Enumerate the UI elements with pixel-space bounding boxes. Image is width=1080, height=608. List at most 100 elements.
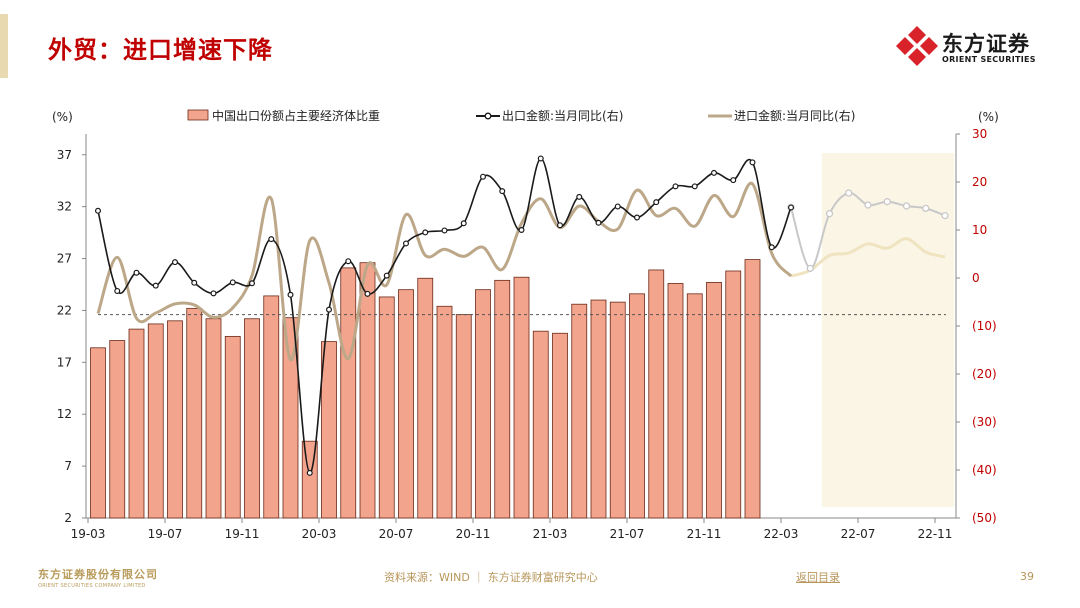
source-note: 资料来源：WIND ｜ 东方证券财富研究中心 <box>384 571 598 584</box>
x-tick-label: 20-03 <box>302 527 337 541</box>
export-point <box>749 159 756 166</box>
bar <box>321 341 337 519</box>
bar <box>340 267 357 519</box>
export-point <box>172 259 179 266</box>
forecast-export-point <box>902 202 911 210</box>
export-point <box>518 227 525 234</box>
bar <box>686 293 703 519</box>
bar <box>359 262 376 519</box>
x-tick-label: 22-03 <box>764 527 799 541</box>
export-point <box>691 183 698 190</box>
bar <box>282 317 299 519</box>
right-tick-label: (50) <box>972 511 997 525</box>
left-tick-label: 27 <box>57 252 72 266</box>
title-accent-bar <box>0 14 8 78</box>
export-point <box>383 272 390 279</box>
forecast-export-point <box>825 210 834 218</box>
forecast-export-point <box>845 189 853 197</box>
footer-company: 东方证券股份有限公司 ORIENT SECURITIES COMPANY LIM… <box>38 566 158 589</box>
bar <box>648 269 665 519</box>
forecast-import-line <box>790 237 946 278</box>
bar <box>398 289 414 519</box>
footer-company-en: ORIENT SECURITIES COMPANY LIMITED <box>38 583 146 589</box>
export-point <box>499 188 506 195</box>
plot-area: 271217222732373020100(10)(20)(30)(40)(50… <box>57 127 997 541</box>
forecast-shade <box>822 153 954 507</box>
page-number: 39 <box>1020 570 1034 583</box>
export-point <box>326 306 333 313</box>
bar <box>532 330 549 519</box>
x-tick-label: 19-03 <box>71 527 106 541</box>
right-tick-label: (30) <box>972 415 997 429</box>
export-point <box>576 193 583 200</box>
left-tick-label: 22 <box>57 303 72 317</box>
export-point <box>306 469 313 476</box>
x-tick-label: 19-11 <box>225 527 260 541</box>
export-point <box>191 279 198 286</box>
legend-swatch-bar <box>187 109 209 121</box>
bar <box>417 277 434 519</box>
legend-marker-export <box>484 112 492 120</box>
export-point <box>710 169 717 176</box>
export-point <box>480 173 487 180</box>
forecast-export-point <box>806 264 814 273</box>
export-point <box>653 199 660 206</box>
export-point <box>422 229 429 236</box>
right-tick-label: 20 <box>972 175 987 189</box>
bar <box>263 295 280 519</box>
export-point <box>768 244 775 251</box>
bar <box>109 340 126 519</box>
page-title: 外贸：进口增速下降 <box>48 35 273 64</box>
export-point <box>249 280 256 287</box>
bar <box>629 293 645 519</box>
export-point <box>460 220 467 227</box>
footer-company-cn: 东方证券股份有限公司 <box>38 568 158 581</box>
export-point <box>229 279 236 286</box>
bar <box>744 259 761 519</box>
bar <box>147 323 164 519</box>
x-tick-label: 21-03 <box>533 527 568 541</box>
logo-text-en: ORIENT SECURITIES <box>942 55 1036 64</box>
export-point <box>537 155 544 162</box>
bar <box>571 303 588 519</box>
export-point <box>152 282 159 289</box>
forecast-export-point <box>883 198 891 206</box>
export-point <box>364 290 371 297</box>
bar <box>224 335 241 519</box>
bar <box>186 307 203 519</box>
bar <box>436 305 453 519</box>
x-tick-label: 19-07 <box>148 527 183 541</box>
left-tick-label: 17 <box>57 355 72 369</box>
import-line <box>96 181 793 362</box>
right-tick-label: (10) <box>972 319 997 333</box>
bar <box>609 301 626 519</box>
right-tick-label: (40) <box>972 463 997 477</box>
company-logo: 东方证券 ORIENT SECURITIES <box>896 26 1056 70</box>
x-tick-label: 22-11 <box>918 527 953 541</box>
bar <box>128 328 145 519</box>
bar <box>475 289 491 519</box>
x-tick-label: 20-11 <box>456 527 491 541</box>
bar <box>494 279 511 519</box>
left-tick-label: 2 <box>64 511 72 525</box>
bar <box>513 276 530 519</box>
left-tick-label: 7 <box>64 459 72 473</box>
bar <box>725 270 742 519</box>
export-point <box>614 203 621 210</box>
bar <box>244 318 260 519</box>
left-axis-unit: (%) <box>52 110 73 124</box>
x-tick-label: 20-07 <box>379 527 414 541</box>
right-tick-label: (20) <box>972 367 997 381</box>
legend-label-export: 出口金额:当月同比(右) <box>502 108 623 123</box>
export-point <box>287 291 294 298</box>
bar <box>205 318 222 519</box>
legend-label-bar: 中国出口份额占主要经济体比重 <box>212 108 380 123</box>
export-point <box>441 227 448 234</box>
x-tick-label: 22-07 <box>841 527 876 541</box>
export-point <box>672 183 679 190</box>
left-tick-label: 32 <box>57 200 72 214</box>
back-to-contents-link[interactable]: 返回目录 <box>796 571 840 584</box>
export-point <box>94 207 101 214</box>
export-point <box>133 269 140 276</box>
